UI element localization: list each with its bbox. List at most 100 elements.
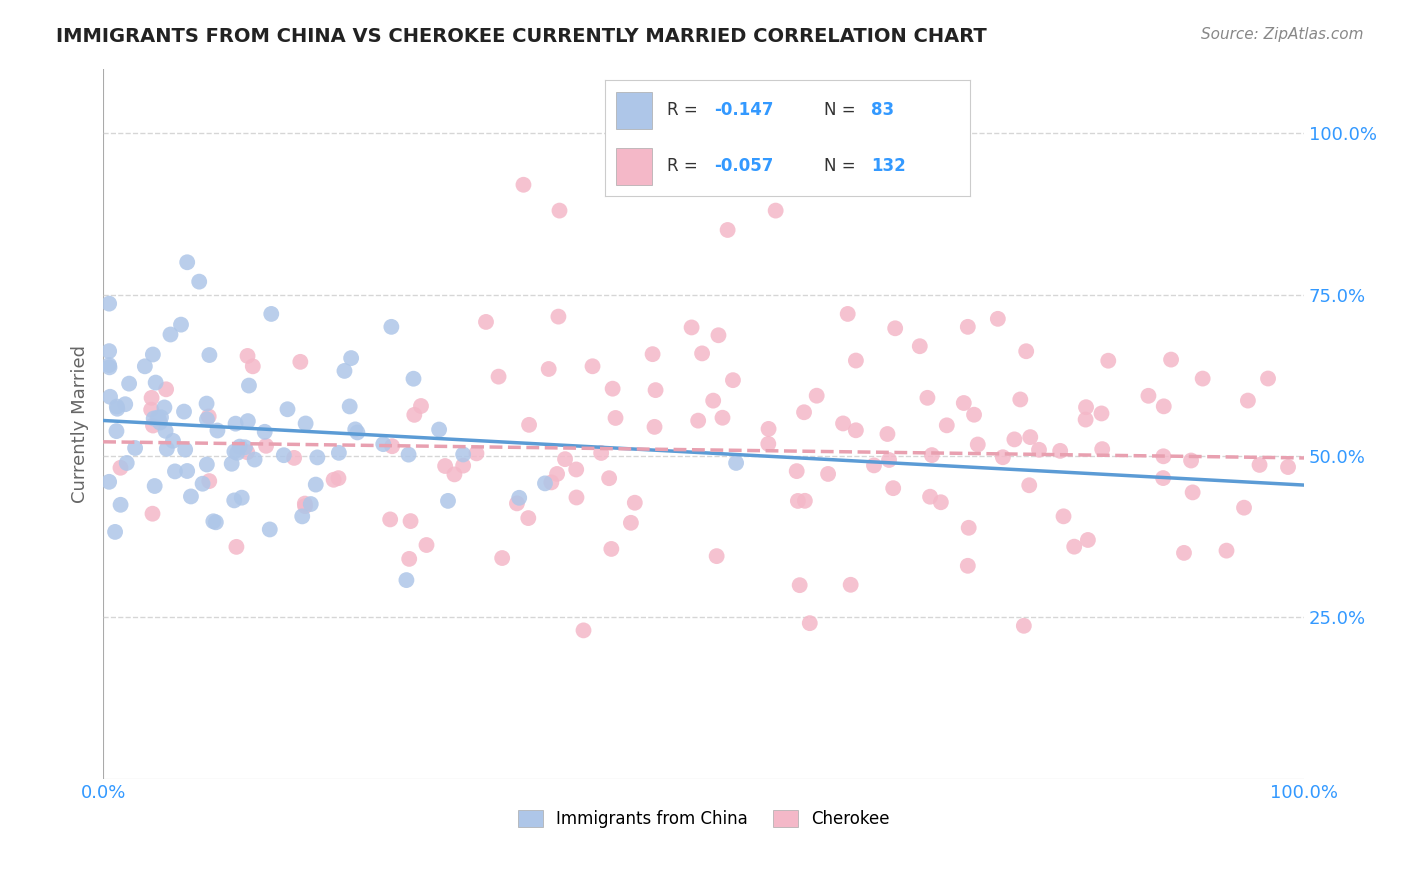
Point: [259, 523, 281, 537]
Point: [758, 422, 780, 436]
Point: [1074, 412, 1097, 426]
Point: [1012, 619, 1035, 633]
Point: [581, 359, 603, 374]
Point: [765, 203, 787, 218]
Point: [966, 437, 988, 451]
Point: [98, 296, 121, 310]
Point: [238, 378, 260, 392]
Point: [174, 442, 197, 457]
Point: [845, 353, 868, 368]
Point: [475, 315, 498, 329]
Point: [786, 494, 808, 508]
Text: R =: R =: [666, 157, 703, 175]
Point: [793, 493, 815, 508]
Point: [1181, 485, 1204, 500]
Point: [260, 307, 283, 321]
Point: [202, 514, 225, 528]
Point: [1028, 442, 1050, 457]
Bar: [616, 92, 652, 129]
Text: 132: 132: [872, 157, 907, 175]
Text: -0.057: -0.057: [714, 157, 773, 175]
Point: [817, 467, 839, 481]
Point: [221, 457, 243, 471]
Point: [110, 460, 132, 475]
Point: [176, 464, 198, 478]
Point: [98, 344, 121, 359]
Point: [1215, 543, 1237, 558]
Point: [434, 458, 457, 473]
Point: [98, 390, 121, 404]
Point: [508, 491, 530, 505]
Point: [644, 420, 666, 434]
Point: [1010, 392, 1032, 407]
Point: [380, 319, 402, 334]
Point: [623, 496, 645, 510]
Point: [143, 479, 166, 493]
Point: [884, 321, 907, 335]
Point: [517, 511, 540, 525]
Point: [176, 255, 198, 269]
Point: [839, 578, 862, 592]
Point: [155, 424, 177, 438]
Point: [180, 490, 202, 504]
Point: [917, 391, 939, 405]
Point: [605, 411, 627, 425]
Point: [98, 475, 121, 489]
Point: [756, 437, 779, 451]
Point: [163, 464, 186, 478]
Point: [1257, 371, 1279, 385]
Point: [98, 360, 121, 375]
Point: [491, 551, 513, 566]
Point: [207, 424, 229, 438]
Point: [1091, 442, 1114, 457]
Point: [681, 320, 703, 334]
Point: [1152, 471, 1174, 485]
Point: [328, 446, 350, 460]
Point: [1152, 450, 1174, 464]
Point: [141, 402, 163, 417]
Point: [236, 445, 259, 459]
Point: [987, 311, 1010, 326]
Point: [1160, 352, 1182, 367]
Point: [786, 464, 808, 478]
Point: [598, 471, 620, 485]
Point: [399, 514, 422, 528]
Point: [935, 418, 957, 433]
Point: [134, 359, 156, 374]
Point: [1137, 389, 1160, 403]
Point: [957, 521, 980, 535]
Point: [333, 364, 356, 378]
Point: [451, 448, 474, 462]
Point: [242, 359, 264, 374]
Point: [409, 399, 432, 413]
Text: Source: ZipAtlas.com: Source: ZipAtlas.com: [1201, 27, 1364, 42]
Point: [236, 349, 259, 363]
Point: [346, 425, 368, 440]
Point: [225, 417, 247, 431]
Point: [602, 382, 624, 396]
Point: [322, 473, 344, 487]
Point: [149, 416, 172, 430]
Point: [373, 437, 395, 451]
Point: [702, 393, 724, 408]
Point: [991, 450, 1014, 465]
Point: [291, 509, 314, 524]
Point: [195, 396, 218, 410]
Point: [1173, 546, 1195, 560]
Point: [1019, 430, 1042, 444]
Point: [395, 573, 418, 587]
Point: [707, 328, 730, 343]
Point: [465, 446, 488, 460]
Point: [547, 310, 569, 324]
Point: [908, 339, 931, 353]
Text: R =: R =: [666, 102, 703, 120]
Point: [600, 541, 623, 556]
Point: [294, 417, 316, 431]
Point: [198, 474, 221, 488]
Point: [198, 348, 221, 362]
Point: [118, 376, 141, 391]
Point: [793, 405, 815, 419]
Point: [506, 496, 529, 510]
Point: [380, 512, 402, 526]
Point: [1277, 460, 1299, 475]
